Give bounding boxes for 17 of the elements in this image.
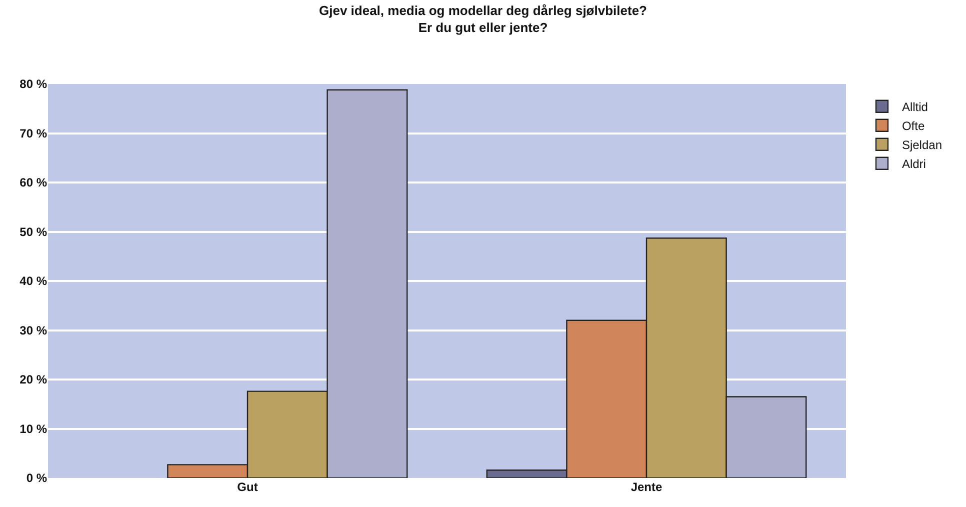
y-tick-label: 80 % xyxy=(20,77,48,92)
x-tick-label: Gut xyxy=(237,480,258,494)
y-tick-label: 10 % xyxy=(20,422,48,436)
legend-label: Sjeldan xyxy=(902,138,942,152)
y-tick-label: 60 % xyxy=(20,176,48,190)
y-tick-label: 40 % xyxy=(20,274,48,288)
legend-label: Aldri xyxy=(902,157,926,172)
legend-label: Alltid xyxy=(902,100,928,114)
chart-subtitle: Er du gut eller jente? xyxy=(418,20,548,36)
y-tick-label: 50 % xyxy=(20,224,48,239)
y-tick-label: 0 % xyxy=(26,471,48,486)
chart-title: Gjev ideal, media og modellar deg dårleg sjølvbilete? xyxy=(319,3,648,18)
y-tick-label: 20 % xyxy=(20,372,48,387)
y-tick-label: 30 % xyxy=(20,323,48,338)
legend-label: Ofte xyxy=(902,119,925,134)
x-tick-label: Jente xyxy=(630,480,662,494)
y-tick-label: 70 % xyxy=(20,126,48,140)
